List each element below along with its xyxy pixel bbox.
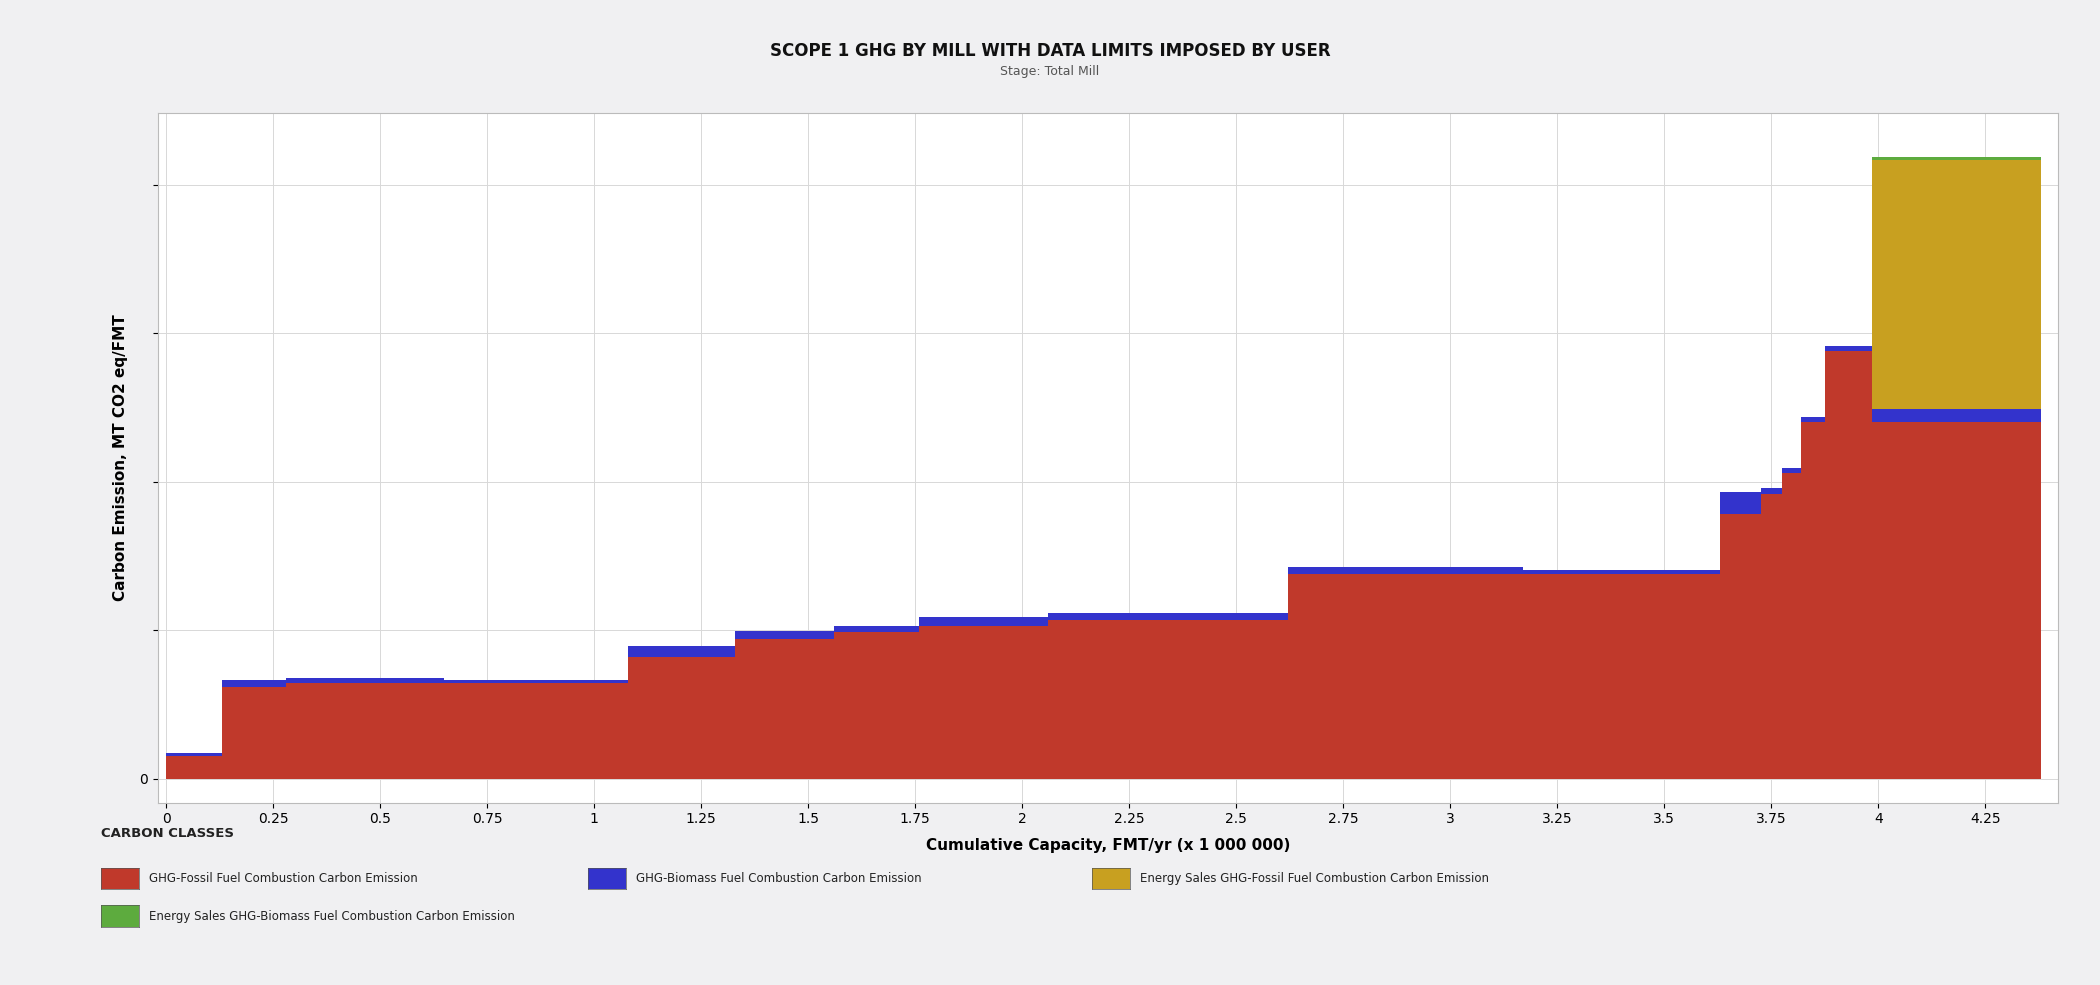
Bar — [1522, 569, 1720, 574]
Bar — [1871, 410, 2041, 423]
Bar — [1802, 417, 1825, 423]
Bar — [834, 631, 920, 779]
Bar — [1048, 613, 1287, 620]
Bar — [286, 683, 445, 779]
Bar — [1720, 492, 1760, 514]
Bar — [1871, 423, 2041, 779]
Bar — [628, 657, 735, 779]
Text: Energy Sales GHG-Fossil Fuel Combustion Carbon Emission: Energy Sales GHG-Fossil Fuel Combustion … — [1140, 872, 1489, 886]
Bar — [223, 680, 286, 687]
Bar — [1287, 574, 1522, 779]
Text: CARBON CLASSES: CARBON CLASSES — [101, 827, 233, 840]
Text: SCOPE 1 GHG BY MILL WITH DATA LIMITS IMPOSED BY USER: SCOPE 1 GHG BY MILL WITH DATA LIMITS IMP… — [771, 42, 1329, 60]
Bar — [735, 631, 834, 639]
Bar — [1048, 620, 1287, 779]
Bar — [1287, 566, 1522, 574]
Bar — [1871, 160, 2041, 410]
Bar — [920, 625, 1048, 779]
Text: GHG-Fossil Fuel Combustion Carbon Emission: GHG-Fossil Fuel Combustion Carbon Emissi… — [149, 872, 418, 886]
Bar — [223, 687, 286, 779]
Bar — [286, 678, 445, 683]
Bar — [445, 681, 628, 683]
Bar — [1522, 574, 1720, 779]
Bar — [166, 756, 223, 779]
Text: Stage: Total Mill: Stage: Total Mill — [1000, 65, 1100, 79]
Bar — [920, 618, 1048, 625]
Bar — [1802, 423, 1825, 779]
Bar — [1871, 157, 2041, 160]
Text: Energy Sales GHG-Biomass Fuel Combustion Carbon Emission: Energy Sales GHG-Biomass Fuel Combustion… — [149, 909, 514, 923]
X-axis label: Cumulative Capacity, FMT/yr (x 1 000 000): Cumulative Capacity, FMT/yr (x 1 000 000… — [926, 837, 1289, 853]
Text: GHG-Biomass Fuel Combustion Carbon Emission: GHG-Biomass Fuel Combustion Carbon Emiss… — [636, 872, 922, 886]
Bar — [1720, 514, 1760, 779]
Bar — [445, 683, 628, 779]
Bar — [166, 753, 223, 756]
Bar — [834, 625, 920, 631]
Bar — [1760, 493, 1783, 779]
Bar — [1783, 473, 1802, 779]
Bar — [1760, 488, 1783, 493]
Bar — [1825, 346, 1871, 351]
Bar — [735, 639, 834, 779]
Y-axis label: Carbon Emission, MT CO2 eq/FMT: Carbon Emission, MT CO2 eq/FMT — [113, 314, 128, 602]
Bar — [628, 646, 735, 657]
Bar — [1783, 468, 1802, 473]
Bar — [1825, 351, 1871, 779]
